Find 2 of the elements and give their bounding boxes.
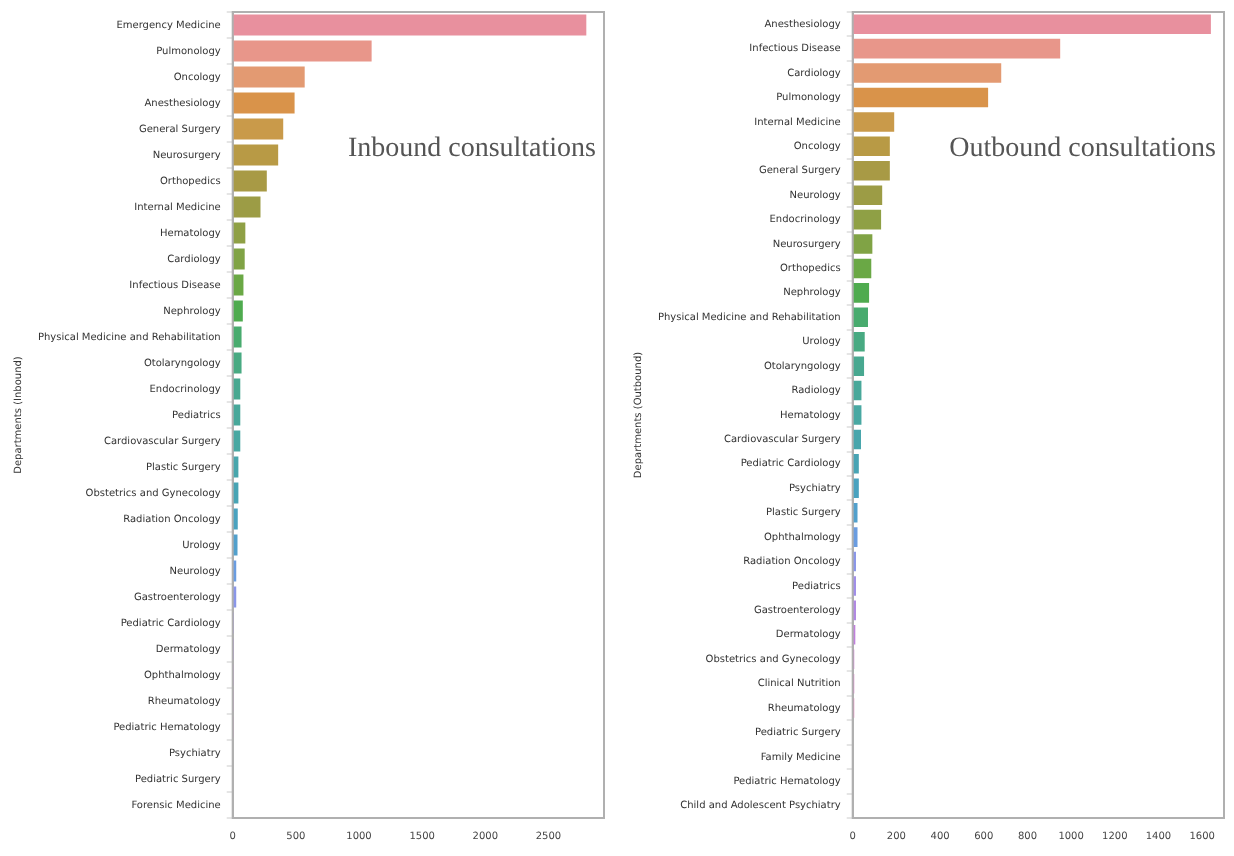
- text: Outbound consultations: [949, 134, 1216, 165]
- text: Inbound consultations: [347, 134, 596, 165]
